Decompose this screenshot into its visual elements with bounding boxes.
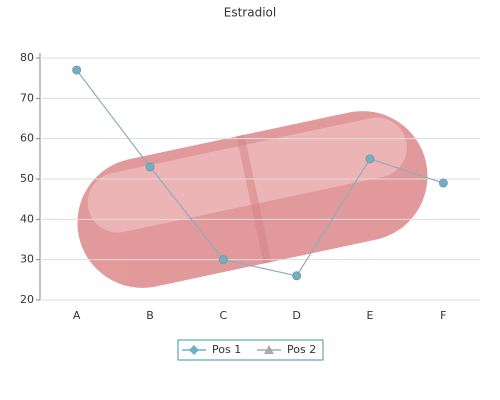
data-point bbox=[365, 154, 375, 164]
y-tick-label: 40 bbox=[20, 212, 34, 225]
x-tick-label: D bbox=[292, 309, 300, 322]
x-tick-label: F bbox=[440, 309, 446, 322]
data-point bbox=[218, 255, 228, 265]
y-tick-label: 60 bbox=[20, 132, 34, 145]
x-tick-label: E bbox=[367, 309, 374, 322]
data-point bbox=[438, 178, 448, 188]
legend-marker bbox=[264, 345, 274, 354]
y-tick-label: 20 bbox=[20, 293, 34, 306]
chart-title: Estradiol bbox=[224, 6, 276, 20]
y-tick-label: 50 bbox=[20, 172, 34, 185]
data-point bbox=[145, 162, 155, 172]
data-point bbox=[72, 65, 82, 75]
legend-marker bbox=[189, 345, 199, 355]
data-point bbox=[292, 271, 302, 281]
series-line bbox=[76, 69, 444, 277]
legend-label: Pos 2 bbox=[287, 343, 316, 356]
legend-box bbox=[177, 339, 324, 361]
y-tick-label: 80 bbox=[20, 51, 34, 64]
legend-label: Pos 1 bbox=[212, 343, 241, 356]
background-pill bbox=[77, 111, 428, 288]
x-tick-label: B bbox=[146, 309, 154, 322]
x-tick-label: C bbox=[219, 309, 227, 322]
y-tick-label: 30 bbox=[20, 253, 34, 266]
y-tick-label: 70 bbox=[20, 91, 34, 104]
x-tick-label: A bbox=[73, 309, 81, 322]
